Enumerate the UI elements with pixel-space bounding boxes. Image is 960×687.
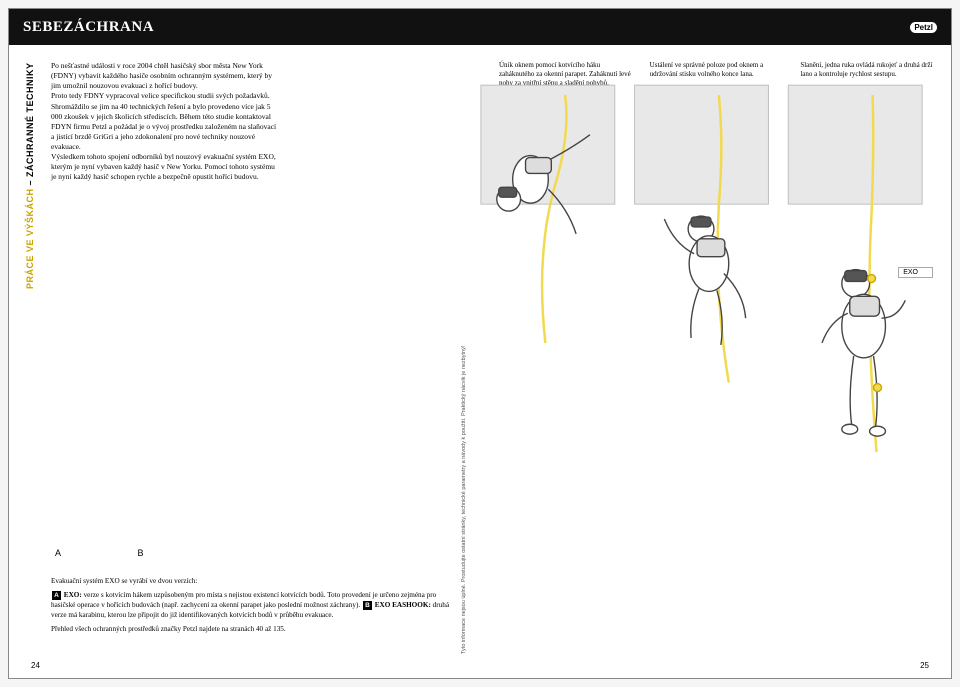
disclaimer-vertical: Tyto informace nejsou úplné. Prostudujte… xyxy=(461,346,467,654)
badge-b: B xyxy=(363,601,372,610)
paragraph: Po nešťastné události v roce 2004 chtěl … xyxy=(51,61,281,91)
paragraph: Proto tedy FDNY vypracoval velice specif… xyxy=(51,91,281,152)
page-number-left: 24 xyxy=(31,661,40,670)
paragraph: Výsledkem tohoto spojení odborníků byl n… xyxy=(51,152,281,182)
page-header: SEBEZÁCHRANA Petzl xyxy=(9,9,951,45)
footer-versions: A EXO: verze s kotvícím hákem uzpůsobený… xyxy=(51,590,461,620)
variant-labels: A B xyxy=(55,548,218,558)
brand-logo: Petzl xyxy=(910,22,937,33)
footer-copy: Evakuační systém EXO se vyrábí ve dvou v… xyxy=(51,576,461,638)
label-b: B xyxy=(138,548,144,558)
footer-intro: Evakuační systém EXO se vyrábí ve dvou v… xyxy=(51,576,461,586)
section-tab: PRÁCE VE VÝŠKÁCH – ZÁCHRANNÉ TECHNIKY xyxy=(25,62,35,289)
label-a: A xyxy=(55,548,61,558)
footer-reference: Přehled všech ochranných prostředků znač… xyxy=(51,624,461,634)
page-number-right: 25 xyxy=(920,661,929,670)
section-tab-yellow: PRÁCE VE VÝŠKÁCH xyxy=(25,188,35,289)
badge-a: A xyxy=(52,591,61,600)
product-label: EXO xyxy=(903,269,918,276)
evacuation-illustration xyxy=(471,79,937,478)
catalogue-spread: SEBEZÁCHRANA Petzl PRÁCE VE VÝŠKÁCH – ZÁ… xyxy=(8,8,952,679)
main-copy: Po nešťastné události v roce 2004 chtěl … xyxy=(51,61,281,183)
page-title: SEBEZÁCHRANA xyxy=(23,19,154,36)
section-tab-rest: ZÁCHRANNÉ TECHNIKY xyxy=(25,62,35,177)
product-callout: EXO xyxy=(898,267,933,278)
